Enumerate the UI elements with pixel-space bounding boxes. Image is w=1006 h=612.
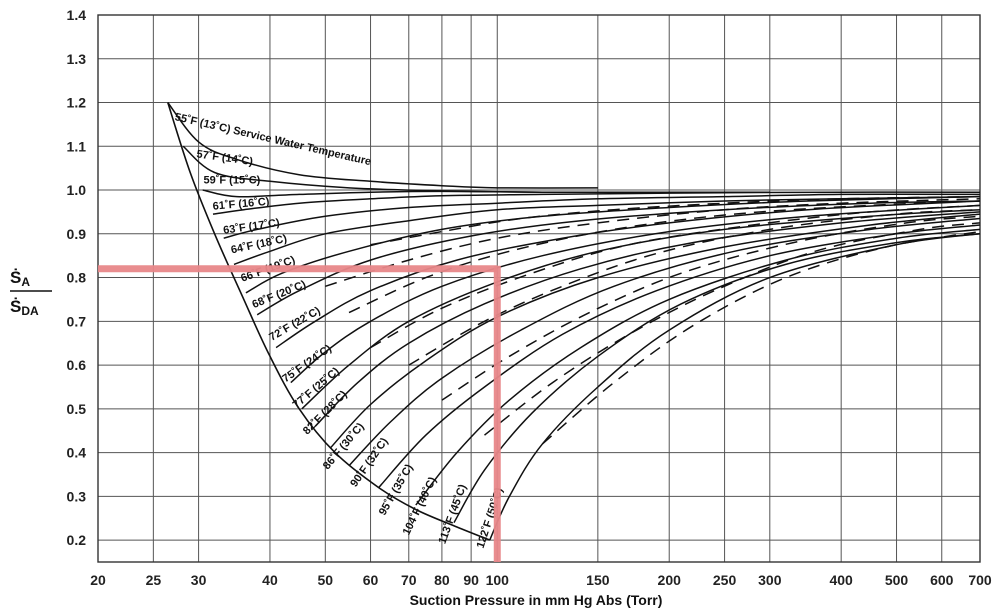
x-tick-label: 700 <box>968 572 992 588</box>
x-tick-label: 200 <box>658 572 682 588</box>
y-tick-label: 0.8 <box>67 270 87 286</box>
y-axis-title: ṠA ṠDA <box>10 268 52 318</box>
y-tick-label: 0.6 <box>67 357 87 373</box>
temperature-curve <box>329 213 981 449</box>
temperature-curve <box>275 200 981 349</box>
y-tick-label: 1.4 <box>67 7 87 23</box>
x-tick-label: 300 <box>758 572 782 588</box>
x-tick-label: 150 <box>586 572 610 588</box>
x-tick-label: 80 <box>434 572 450 588</box>
x-tick-label: 100 <box>486 572 510 588</box>
y-axis-numerator: Ṡ <box>10 268 21 287</box>
temperature-curve <box>167 102 598 189</box>
dashed-curve <box>542 230 981 445</box>
temperature-curve <box>489 233 981 541</box>
y-tick-label: 1.0 <box>67 182 87 198</box>
temperature-curve <box>314 211 981 427</box>
plot-border <box>97 14 981 563</box>
dashed-curve <box>370 195 981 246</box>
curve-label: 104˚F (40˚C) <box>401 475 440 537</box>
x-axis-title: Suction Pressure in mm Hg Abs (Torr) <box>410 592 663 608</box>
envelope-curve <box>167 102 490 541</box>
temperature-curve <box>202 189 770 198</box>
plot-frame <box>97 14 981 563</box>
temperature-curve <box>290 204 981 384</box>
y-tick-label: 0.7 <box>67 313 87 329</box>
y-tick-label: 1.1 <box>67 138 87 154</box>
curve-label: 61˚F (16˚C) <box>212 196 270 213</box>
x-tick-labels: 20 25 30 40 50 60 70 80 90 100 150 200 250 300 400 500 6… <box>90 572 992 588</box>
temperature-curve <box>415 228 981 506</box>
curve-label: 59˚F (15˚C) <box>203 174 260 186</box>
temperature-curve <box>348 217 981 467</box>
y-axis-denominator: Ṡ <box>10 297 21 316</box>
x-tick-label: 60 <box>363 572 379 588</box>
y-tick-label: 1.2 <box>67 95 87 111</box>
x-tick-label: 70 <box>401 572 417 588</box>
y-axis-denominator-sub: DA <box>21 304 39 318</box>
y-axis-numerator-sub: A <box>21 275 30 289</box>
y-tick-label: 0.2 <box>67 532 87 548</box>
svg-text:ṠDA: ṠDA <box>10 297 39 318</box>
curve-label: 72˚F (22˚C) <box>267 305 323 344</box>
dashed-curve <box>441 215 981 401</box>
svg-text:ṠA: ṠA <box>10 268 30 289</box>
envelope-line <box>167 102 490 541</box>
temperature-curve <box>223 193 981 239</box>
x-tick-label: 40 <box>262 572 278 588</box>
curve-label: 68˚F (20˚C) <box>251 278 309 311</box>
temperature-curve <box>245 195 981 294</box>
x-tick-label: 400 <box>829 572 853 588</box>
y-tick-label: 0.9 <box>67 226 87 242</box>
temperature-curve <box>212 191 981 215</box>
operating-point-marker <box>98 265 501 562</box>
x-tick-label: 500 <box>885 572 909 588</box>
x-tick-label: 600 <box>930 572 954 588</box>
y-tick-label: 0.4 <box>67 445 87 461</box>
y-tick-label: 0.5 <box>67 401 87 417</box>
temperature-curve <box>233 195 981 266</box>
x-tick-label: 250 <box>713 572 737 588</box>
dashed-curve <box>348 200 981 314</box>
y-tick-label: 1.3 <box>67 51 87 67</box>
x-tick-label: 50 <box>318 572 334 588</box>
dashed-curve <box>325 198 981 288</box>
series-lines <box>167 102 981 541</box>
x-tick-label: 90 <box>463 572 479 588</box>
dashed-curve <box>484 222 981 436</box>
temperature-curve <box>301 208 981 410</box>
x-tick-label: 30 <box>191 572 207 588</box>
x-tick-label: 20 <box>90 572 106 588</box>
temperature-curve <box>256 200 981 316</box>
curve-label: 64˚F (18˚C) <box>230 233 288 257</box>
dashed-curve <box>370 204 981 349</box>
grid-lines <box>97 14 981 562</box>
curve-label: 57˚F (14˚C) <box>196 148 254 168</box>
dashed-curve <box>408 208 981 366</box>
y-tick-labels: 0.2 0.3 0.4 0.5 0.6 0.7 0.8 0.9 1.0 1.1 1.2 1.3 1.4 <box>67 7 87 548</box>
y-tick-label: 0.3 <box>67 488 87 504</box>
x-tick-label: 25 <box>146 572 162 588</box>
